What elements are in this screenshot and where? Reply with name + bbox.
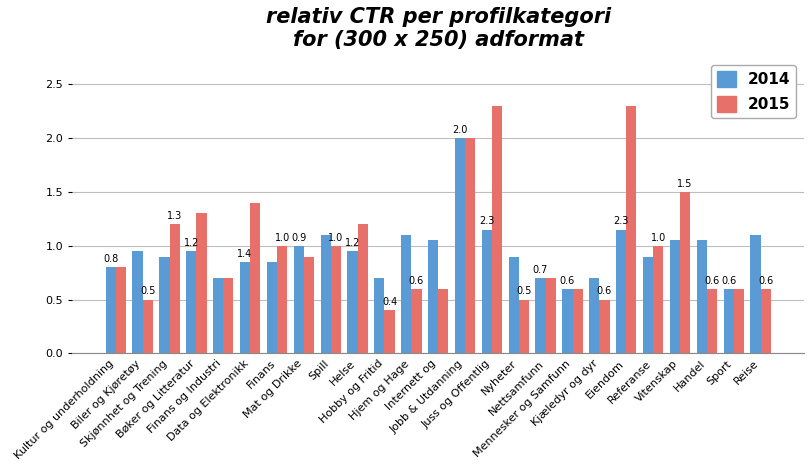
Text: 0.9: 0.9 <box>291 233 307 242</box>
Bar <box>508 256 519 353</box>
Bar <box>482 230 492 353</box>
Text: 0.8: 0.8 <box>103 254 118 264</box>
Bar <box>105 267 116 353</box>
Bar <box>331 246 341 353</box>
Bar <box>697 241 707 353</box>
Bar <box>492 106 502 353</box>
Bar <box>304 256 314 353</box>
Text: 0.6: 0.6 <box>758 276 774 285</box>
Text: 1.0: 1.0 <box>274 233 290 242</box>
Text: 1.0: 1.0 <box>650 233 666 242</box>
Bar <box>573 289 583 353</box>
Text: 0.6: 0.6 <box>721 276 736 285</box>
Bar <box>589 278 599 353</box>
Bar <box>428 241 438 353</box>
Bar <box>347 251 358 353</box>
Bar <box>401 235 411 353</box>
Text: 1.2: 1.2 <box>183 238 199 248</box>
Bar <box>223 278 234 353</box>
Text: 1.4: 1.4 <box>238 249 253 259</box>
Text: 0.4: 0.4 <box>382 297 397 307</box>
Bar <box>159 256 169 353</box>
Bar <box>626 106 637 353</box>
Text: 0.6: 0.6 <box>560 276 575 285</box>
Bar <box>250 203 260 353</box>
Bar <box>734 289 744 353</box>
Bar <box>643 256 653 353</box>
Bar <box>267 262 277 353</box>
Bar <box>132 251 143 353</box>
Bar <box>384 310 395 353</box>
Text: 2.0: 2.0 <box>453 125 468 135</box>
Text: 0.6: 0.6 <box>409 276 424 285</box>
Bar <box>143 300 152 353</box>
Bar <box>411 289 422 353</box>
Bar <box>680 192 690 353</box>
Bar <box>562 289 573 353</box>
Bar <box>169 224 180 353</box>
Bar <box>653 246 663 353</box>
Bar <box>761 289 770 353</box>
Bar <box>723 289 734 353</box>
Bar <box>374 278 384 353</box>
Legend: 2014, 2015: 2014, 2015 <box>711 65 796 118</box>
Title: relativ CTR per profilkategori
for (300 x 250) adformat: relativ CTR per profilkategori for (300 … <box>266 7 611 50</box>
Text: 0.6: 0.6 <box>597 286 612 296</box>
Bar <box>320 235 331 353</box>
Text: 1.2: 1.2 <box>345 238 360 248</box>
Bar <box>187 251 196 353</box>
Bar <box>294 246 304 353</box>
Text: 0.5: 0.5 <box>517 286 531 296</box>
Bar <box>116 267 126 353</box>
Bar <box>213 278 223 353</box>
Bar <box>277 246 287 353</box>
Text: 0.7: 0.7 <box>533 265 548 275</box>
Bar <box>455 138 465 353</box>
Text: 1.0: 1.0 <box>328 233 343 242</box>
Bar <box>438 289 448 353</box>
Text: 1.5: 1.5 <box>677 179 693 189</box>
Text: 0.6: 0.6 <box>704 276 719 285</box>
Bar <box>707 289 717 353</box>
Bar <box>196 213 207 353</box>
Bar <box>535 278 546 353</box>
Bar <box>546 278 556 353</box>
Bar <box>519 300 529 353</box>
Bar <box>599 300 610 353</box>
Text: 2.3: 2.3 <box>613 216 629 227</box>
Bar <box>240 262 250 353</box>
Bar <box>358 224 368 353</box>
Text: 0.5: 0.5 <box>140 286 156 296</box>
Bar <box>670 241 680 353</box>
Bar <box>465 138 475 353</box>
Text: 2.3: 2.3 <box>479 216 495 227</box>
Bar <box>616 230 626 353</box>
Bar <box>750 235 761 353</box>
Text: 1.3: 1.3 <box>167 211 182 221</box>
